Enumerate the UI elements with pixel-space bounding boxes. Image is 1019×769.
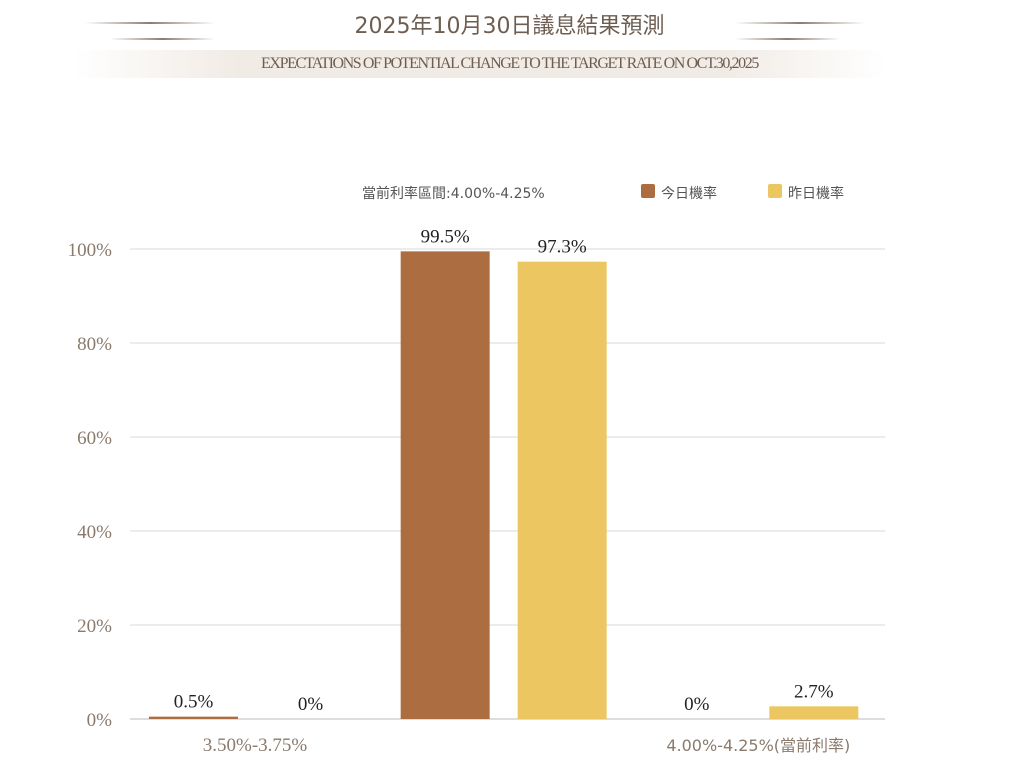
bar [400, 251, 490, 719]
legend-label-today: 今日機率 [661, 186, 717, 202]
y-tick-label: 80% [77, 334, 112, 355]
page-subtitle: EXPECTATIONS OF POTENTIAL CHANGE TO THE … [261, 55, 759, 72]
legend-swatch-yesterday [768, 184, 782, 198]
y-tick-label: 40% [77, 522, 112, 543]
bar [769, 706, 859, 719]
y-tick-label: 100% [68, 240, 113, 261]
title-decoration [85, 22, 215, 24]
data-label: 97.3% [538, 237, 587, 258]
title-decoration [110, 38, 215, 40]
title-decoration [735, 38, 840, 40]
legend-swatch-today [641, 184, 655, 198]
title-decoration [735, 22, 865, 24]
x-category-label: 4.00%-4.25%(當前利率) [666, 736, 850, 755]
data-label: 99.5% [421, 226, 470, 247]
y-tick-label: 60% [77, 428, 112, 449]
subtitle-band [75, 50, 885, 78]
data-label: 2.7% [794, 681, 834, 702]
bar [517, 261, 607, 719]
current-rate-note: 當前利率區間:4.00%-4.25% [362, 186, 545, 202]
x-category-label: 3.50%-3.75% [203, 735, 308, 756]
data-label: 0% [298, 694, 324, 715]
data-label: 0.5% [174, 692, 214, 713]
bar [149, 716, 238, 719]
legend-label-yesterday: 昨日機率 [788, 186, 844, 202]
y-tick-label: 20% [77, 616, 112, 637]
data-label: 0% [684, 694, 710, 715]
page-title: 2025年10月30日議息結果預測 [354, 14, 665, 39]
y-tick-label: 0% [87, 710, 113, 731]
